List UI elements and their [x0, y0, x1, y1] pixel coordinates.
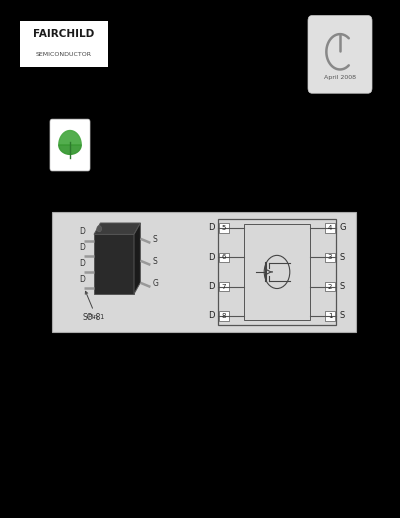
Polygon shape — [59, 131, 81, 145]
Bar — [219, 253, 229, 262]
Bar — [218, 219, 336, 325]
Bar — [325, 311, 335, 321]
Text: 7: 7 — [222, 284, 226, 290]
Bar — [325, 253, 335, 262]
Text: D: D — [208, 311, 215, 321]
Text: D: D — [208, 282, 215, 291]
Circle shape — [97, 226, 102, 232]
Text: G: G — [339, 223, 346, 233]
Text: D: D — [79, 243, 85, 252]
FancyBboxPatch shape — [20, 21, 108, 67]
Polygon shape — [94, 235, 134, 294]
Text: D: D — [208, 253, 215, 262]
Text: S: S — [152, 235, 157, 244]
Bar — [325, 282, 335, 291]
Text: D: D — [79, 227, 85, 237]
FancyBboxPatch shape — [50, 119, 90, 171]
Text: S: S — [152, 257, 157, 266]
Text: FAIRCHILD: FAIRCHILD — [33, 28, 95, 39]
Text: S: S — [339, 253, 344, 262]
FancyBboxPatch shape — [52, 212, 356, 332]
Text: S: S — [339, 311, 344, 321]
Text: 5: 5 — [222, 225, 226, 231]
Bar — [219, 311, 229, 321]
Text: SO-8: SO-8 — [83, 313, 101, 322]
Text: 6: 6 — [222, 254, 226, 260]
Bar — [219, 223, 229, 233]
Text: D: D — [79, 275, 85, 284]
Text: 1: 1 — [328, 313, 332, 319]
Polygon shape — [134, 223, 140, 294]
Bar — [244, 224, 310, 320]
Text: G: G — [152, 279, 158, 288]
Text: 4: 4 — [328, 225, 332, 231]
Text: 2: 2 — [328, 284, 332, 290]
Polygon shape — [94, 223, 140, 235]
Text: SEMICONDUCTOR: SEMICONDUCTOR — [36, 52, 92, 57]
Text: 3: 3 — [328, 254, 332, 260]
Polygon shape — [59, 145, 81, 154]
Text: D: D — [79, 259, 85, 268]
Text: 8: 8 — [222, 313, 226, 319]
Text: April 2008: April 2008 — [324, 75, 356, 80]
FancyBboxPatch shape — [308, 16, 372, 93]
Bar — [219, 282, 229, 291]
Text: Pin 1: Pin 1 — [85, 291, 104, 320]
Bar — [325, 223, 335, 233]
Circle shape — [264, 255, 290, 289]
Text: S: S — [339, 282, 344, 291]
Text: D: D — [208, 223, 215, 233]
